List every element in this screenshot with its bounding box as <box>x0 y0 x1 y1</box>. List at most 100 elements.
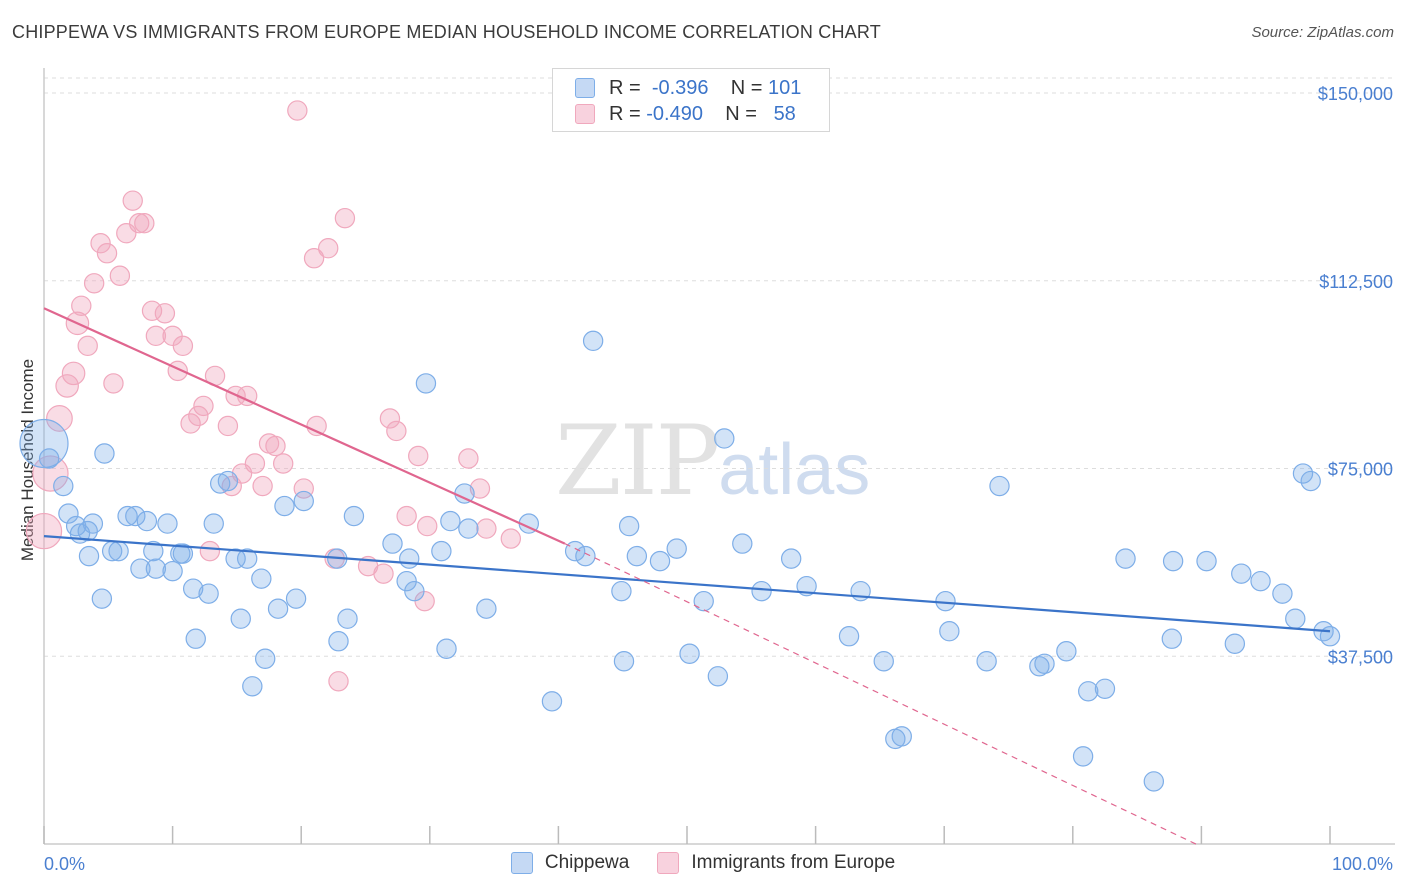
chippewa-point <box>476 598 497 619</box>
chippewa-point <box>1115 548 1136 569</box>
chippewa-point <box>285 588 307 609</box>
chippewa-point <box>198 583 219 604</box>
chippewa-point <box>343 505 365 527</box>
chippewa-point <box>1162 550 1184 572</box>
chippewa-point <box>143 540 164 562</box>
chippewa-point <box>58 503 79 524</box>
europe-point <box>408 445 429 467</box>
europe-point <box>145 325 167 347</box>
chippewa-point <box>714 428 735 449</box>
legend-n-value: 101 <box>768 76 802 99</box>
chippewa-point <box>38 448 60 469</box>
series-legend: Chippewa Immigrants from Europe <box>0 852 1406 874</box>
chippewa-point <box>838 626 860 647</box>
chippewa-point <box>939 621 960 642</box>
chippewa-point <box>1161 628 1183 649</box>
legend-n-value: 58 <box>773 102 796 125</box>
europe-trend-line <box>43 307 566 545</box>
chippewa-point <box>236 548 258 569</box>
chippewa-point <box>254 648 276 669</box>
europe-point <box>458 448 479 469</box>
chippewa-point <box>1196 550 1217 572</box>
series-label-chippewa: Chippewa <box>544 852 630 873</box>
europe-point <box>303 248 325 269</box>
europe-point <box>188 405 209 427</box>
chippewa-point <box>1272 583 1293 604</box>
legend-r-value: -0.490 <box>646 102 703 125</box>
watermark-zip: ZIP <box>555 405 720 517</box>
europe-point <box>172 335 194 357</box>
chippewa-point <box>217 470 239 492</box>
europe-point <box>476 518 497 539</box>
europe-point <box>77 335 98 357</box>
chippewa-point <box>53 475 74 497</box>
chippewa-point <box>108 540 129 562</box>
chippewa-point <box>328 631 349 652</box>
europe-point <box>469 478 491 499</box>
chippewa-point <box>185 628 206 649</box>
chippewa-point <box>172 543 194 564</box>
chippewa-point <box>1292 463 1314 484</box>
chippewa-point <box>274 495 295 517</box>
chippewa-point <box>1034 653 1055 674</box>
chippewa-point <box>873 651 894 672</box>
legend-row-chippewa: R = -0.396 N = 101 <box>575 76 801 100</box>
europe-point <box>287 100 308 121</box>
chippewa-point <box>976 651 997 672</box>
chippewa-point <box>693 590 714 612</box>
europe-point <box>217 415 239 437</box>
chippewa-point <box>541 691 563 712</box>
europe-point <box>61 361 86 386</box>
chippewa-point <box>1072 746 1094 767</box>
chippewa-point <box>891 726 912 747</box>
chippewa-point <box>230 608 251 629</box>
chippewa-point <box>575 545 596 567</box>
axes <box>43 68 1395 845</box>
chippewa-point <box>19 418 69 469</box>
europe-point <box>252 475 273 497</box>
y-tick-label: $112,500 <box>1319 272 1393 292</box>
chippewa-point <box>404 580 425 602</box>
legend-r-label: R = <box>609 76 641 99</box>
chippewa-point <box>415 373 437 394</box>
chippewa-point <box>1250 570 1271 592</box>
chippewa-point <box>267 598 289 619</box>
europe-point <box>417 515 438 537</box>
grid <box>44 77 1395 657</box>
legend-row-europe: R = -0.490 N = 58 <box>575 102 796 126</box>
legend-r-value: -0.396 <box>651 76 709 99</box>
y-tick-label: $75,000 <box>1328 460 1393 480</box>
chippewa-point <box>564 540 586 562</box>
chippewa-point <box>649 550 671 572</box>
europe-point <box>55 374 79 398</box>
europe-point <box>386 420 407 442</box>
chippewa-point <box>117 505 138 527</box>
chippewa-point <box>611 580 632 602</box>
y-tick-label: $37,500 <box>1328 647 1393 667</box>
europe-point <box>25 512 63 550</box>
series-legend-chippewa[interactable]: Chippewa <box>510 852 630 874</box>
chippewa-point <box>203 513 224 534</box>
chippewa-point <box>796 575 817 597</box>
chippewa-point <box>436 638 457 659</box>
europe-point <box>328 671 349 692</box>
series-legend-europe[interactable]: Immigrants from Europe <box>657 852 895 874</box>
chippewa-point <box>209 473 231 494</box>
chippewa-point <box>91 588 113 609</box>
series-label-europe: Immigrants from Europe <box>691 852 896 873</box>
chart-source: Source: ZipAtlas.com <box>1251 24 1394 41</box>
chippewa-point <box>136 510 158 532</box>
europe-point <box>244 453 266 474</box>
chippewa-point <box>382 533 403 554</box>
chippewa-point <box>732 533 753 554</box>
europe-point <box>46 405 73 432</box>
chippewa-point <box>1285 608 1306 629</box>
chippewa-point <box>130 558 151 579</box>
legend-swatch-europe <box>575 104 595 124</box>
chippewa-point <box>618 515 640 537</box>
chippewa-point <box>157 513 178 534</box>
chippewa-point <box>399 548 420 569</box>
chippewa-point <box>242 676 263 697</box>
y-tick-label: $150,000 <box>1318 84 1393 104</box>
x-tick-label: 0.0% <box>44 854 85 874</box>
